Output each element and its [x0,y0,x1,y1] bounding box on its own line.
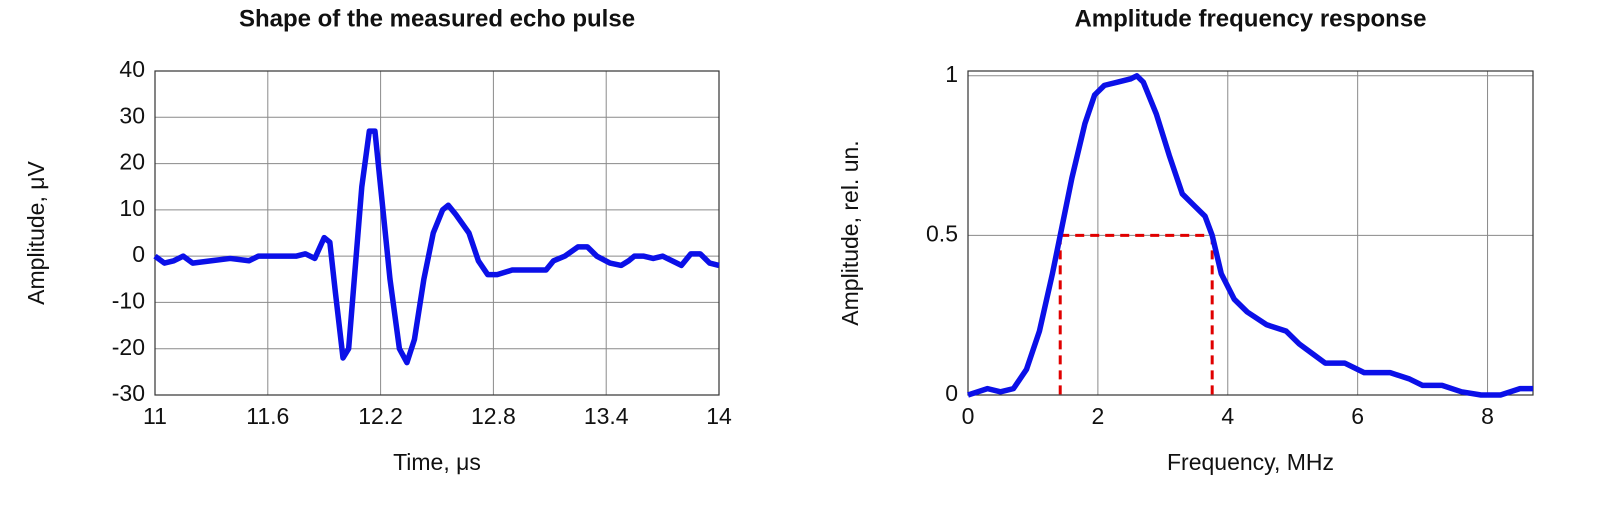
x-tick-label: 11 [143,403,167,429]
x-axis-label: Frequency, MHz [1167,449,1334,475]
chart-title: Shape of the measured echo pulse [239,5,635,32]
x-tick-label: 6 [1351,403,1364,429]
y-axis-label: Amplitude, rel. un. [837,140,863,325]
x-tick-label: 12.8 [471,403,516,429]
y-tick-label: 1 [945,61,958,87]
data-line [967,73,1533,398]
plot-frame [967,70,1534,396]
y-axis-label: Amplitude, μV [23,161,49,305]
x-tick-label: 0 [962,403,975,429]
x-tick-label: 11.6 [246,403,289,429]
y-tick-label: 40 [119,56,145,82]
plot-frame [154,70,720,396]
y-tick-label: -10 [112,288,145,314]
y-tick-label: -30 [112,380,145,406]
y-tick-label: 20 [119,149,145,175]
y-tick-label: 10 [119,195,145,221]
y-tick-label: 30 [119,102,145,128]
data-line [153,128,720,366]
x-axis-label: Time, μs [393,449,481,475]
x-tick-label: 4 [1221,403,1234,429]
x-tick-label: 8 [1481,403,1494,429]
y-tick-label: 0.5 [926,220,958,246]
x-tick-label: 2 [1091,403,1104,429]
y-tick-label: 0 [132,241,145,267]
y-tick-label: -20 [112,334,145,360]
chart-title: Amplitude frequency response [1074,5,1426,32]
x-tick-label: 12.2 [358,403,403,429]
x-tick-label: 13.4 [584,403,629,429]
y-tick-label: 0 [945,380,958,406]
x-tick-label: 14 [706,403,732,429]
